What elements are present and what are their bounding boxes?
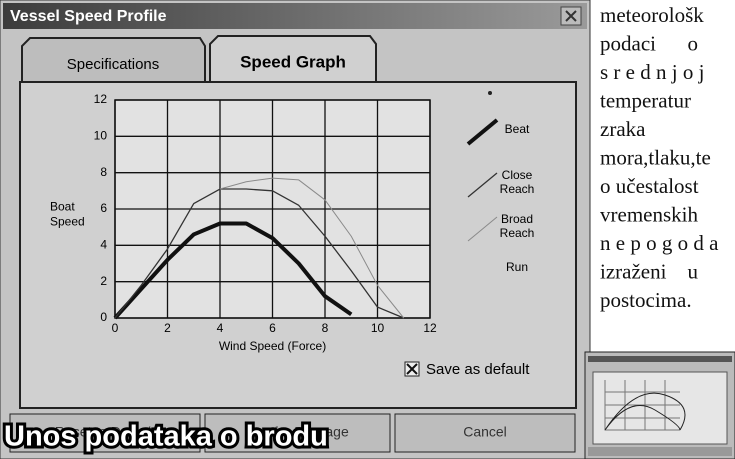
x-tick-label: 4 [217,321,224,335]
side-text-line: temperatur [600,89,691,113]
tab-label: Speed Graph [240,52,346,71]
y-tick-label: 4 [100,238,107,252]
y-tick-label: 6 [100,201,107,215]
checkbox-label: Save as default [426,361,530,378]
screenshot: Vessel Speed Profile Specifications Spee… [0,0,735,459]
thumbnail [585,352,735,459]
x-tick-label: 12 [423,321,437,335]
button-label: Cancel [463,424,507,440]
overlay-caption: Unos podataka o brodu [4,421,328,453]
dialog-title: Vessel Speed Profile [10,8,167,25]
dot [488,91,492,95]
side-text-line: n e p o g o d a [600,231,719,255]
y-tick-label: 10 [94,129,108,143]
x-tick-label: 0 [112,321,119,335]
legend-label: Run [506,260,528,274]
y-tick-label: 8 [100,165,107,179]
side-text-line: meteorološk [600,3,704,27]
y-tick-label: 12 [94,92,108,106]
side-text-line: vremenskih [600,203,698,227]
x-tick-label: 6 [269,321,276,335]
y-tick-label: 0 [100,310,107,324]
side-text-line: zraka [600,117,646,141]
legend-label: Beat [505,122,530,136]
thumb-buttons [588,447,732,456]
side-text-line: s r e d n j o j [600,60,704,84]
side-text-line: o učestalost [600,174,699,198]
tab-label: Specifications [67,56,160,73]
side-text-line: mora,tlaku,te [600,146,711,170]
side-text-line: postocima. [600,288,692,312]
side-text-line: podaci o [600,32,698,56]
thumb-panel [593,372,727,444]
thumb-title [588,356,732,362]
side-text-line: izraženi u [600,260,698,284]
x-tick-label: 10 [371,321,385,335]
x-tick-label: 8 [322,321,329,335]
x-axis-label: Wind Speed (Force) [219,339,326,353]
x-tick-label: 2 [164,321,171,335]
y-tick-label: 2 [100,274,107,288]
